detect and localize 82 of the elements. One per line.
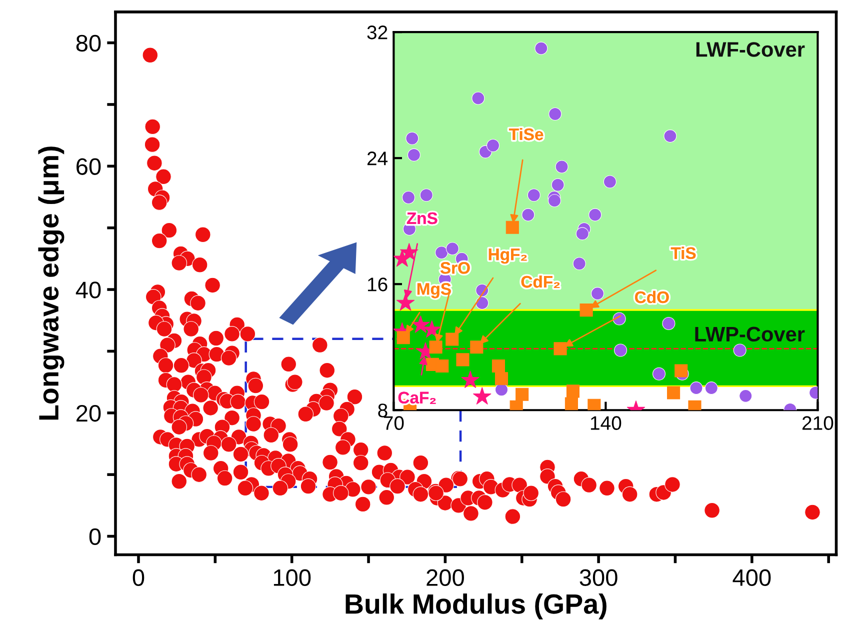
point — [548, 107, 562, 121]
point — [548, 194, 562, 208]
point — [494, 383, 508, 396]
point — [446, 332, 459, 346]
y-axis-title: Longwave edge (μm) — [38, 146, 64, 420]
point — [506, 220, 519, 234]
annotation: MgS — [417, 283, 451, 298]
point — [690, 382, 703, 395]
point — [572, 257, 586, 270]
x-tick-label: 400 — [732, 569, 771, 586]
y-tick-label: 80 — [76, 34, 101, 52]
x-tick-label: 0 — [132, 569, 144, 586]
point — [472, 387, 492, 405]
point — [603, 175, 616, 188]
point — [411, 315, 430, 333]
point — [534, 42, 548, 55]
point — [494, 372, 508, 386]
y-tick-label: 20 — [76, 404, 101, 422]
point — [564, 397, 578, 410]
x-tick-label: 100 — [274, 569, 311, 586]
point — [422, 320, 442, 338]
band-label: LWF-Cover — [696, 42, 805, 57]
point — [446, 242, 459, 256]
x-tick-label: 200 — [426, 569, 464, 586]
x-tick-label: 140 — [590, 416, 622, 430]
y-tick-label: 0 — [89, 528, 101, 546]
point — [733, 344, 746, 357]
annotation: TiS — [670, 246, 696, 260]
point — [667, 386, 680, 400]
point — [429, 340, 442, 354]
point — [516, 388, 529, 401]
point — [407, 148, 421, 162]
x-tick-label: 300 — [580, 569, 618, 586]
band-label: LWP-Cover — [695, 326, 805, 342]
point — [461, 370, 480, 388]
point — [580, 304, 593, 317]
point — [527, 188, 540, 202]
point — [674, 364, 688, 378]
x-axis-title: Bulk Modulus (GPa) — [346, 593, 606, 620]
y-tick-label: 8 — [378, 404, 388, 418]
point — [470, 340, 484, 354]
point — [551, 178, 564, 192]
y-tick-label: 60 — [76, 158, 101, 175]
annotation: CdO — [635, 290, 669, 304]
point — [396, 331, 410, 344]
point — [614, 344, 628, 357]
y-tick-label: 16 — [368, 278, 388, 292]
annotation: CaF₂ — [398, 392, 436, 404]
point — [588, 398, 601, 410]
point — [664, 130, 677, 143]
point — [554, 342, 567, 356]
point — [590, 287, 604, 300]
x-tick-label: 70 — [384, 416, 404, 430]
annotation: ZnS — [406, 212, 438, 224]
point — [576, 227, 589, 240]
point — [486, 138, 500, 152]
point — [588, 208, 602, 222]
point — [420, 188, 433, 202]
annotation: HgF₂ — [488, 248, 527, 264]
point — [739, 389, 752, 402]
annotation: SrO — [440, 262, 470, 274]
annotation: CdF₂ — [521, 275, 560, 288]
point — [436, 359, 449, 373]
point — [472, 92, 485, 105]
point — [566, 384, 580, 398]
x-tick-label: 210 — [802, 416, 834, 430]
annotation: TiSe — [509, 128, 544, 140]
y-tick-label: 40 — [76, 282, 101, 298]
point — [522, 208, 535, 222]
point — [396, 293, 415, 311]
point — [456, 353, 470, 366]
point — [492, 359, 506, 373]
point — [402, 190, 416, 204]
y-tick-label: 32 — [367, 26, 388, 40]
point — [435, 246, 448, 260]
point — [704, 382, 718, 395]
point — [406, 132, 419, 145]
point — [394, 249, 412, 267]
y-tick-label: 24 — [367, 152, 388, 166]
point — [662, 316, 676, 330]
point — [652, 367, 666, 380]
point — [555, 160, 568, 174]
